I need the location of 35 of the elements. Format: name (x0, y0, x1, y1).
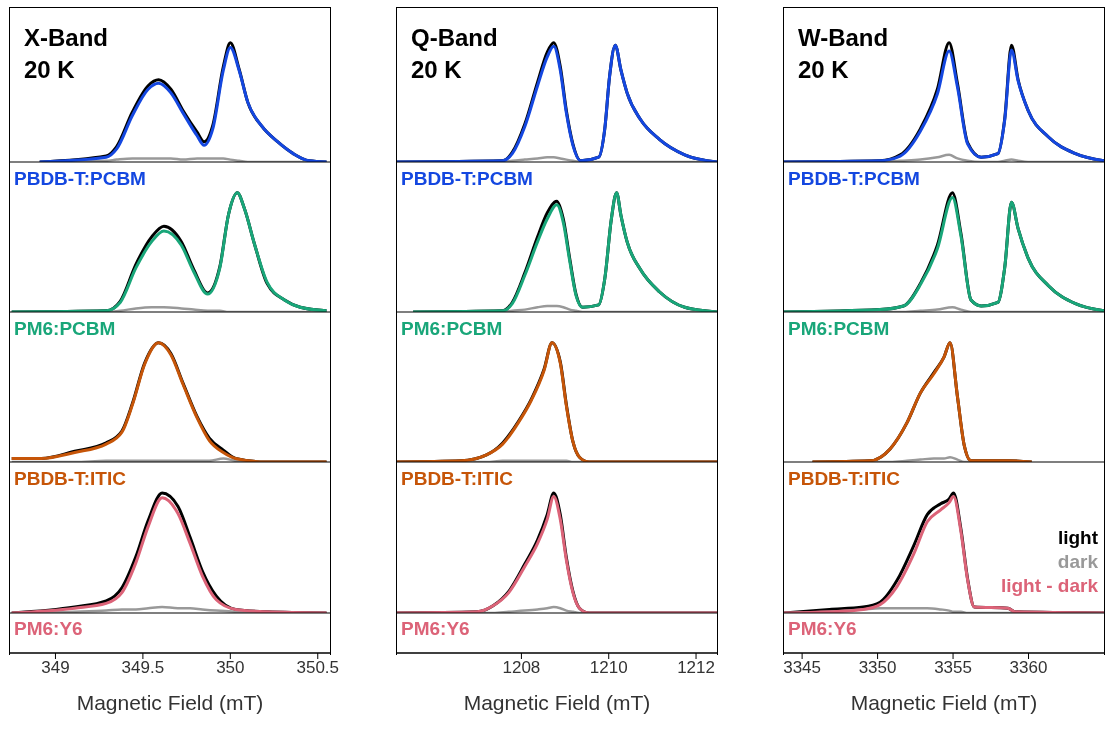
text: PBDB-T:PCBM (401, 168, 533, 190)
text: PM6:PCBM (401, 318, 503, 340)
text: PBDB-T:ITIC (401, 468, 513, 490)
series-label: light - dark (1000, 574, 1098, 598)
chart-title: X-Band (24, 23, 108, 53)
chart-title: Q-Band (411, 23, 498, 53)
x-tick-label: 350.5 (296, 658, 340, 678)
x-tick-label: 3355 (934, 658, 972, 678)
text: PM6:PCBM (14, 318, 116, 340)
text: PBDB-T:ITIC (788, 468, 900, 490)
text: 20 K (411, 55, 463, 85)
x-tick-label: 350 (216, 658, 245, 678)
x-tick-label: 3360 (1009, 658, 1048, 678)
x-axis-title: Magnetic Field (mT) (849, 691, 1039, 715)
x-tick-label: 349.5 (121, 658, 165, 678)
text: PBDB-T:PCBM (14, 168, 146, 190)
x-tick-label: 3345 (783, 658, 822, 678)
x-tick-label: 349 (41, 658, 70, 678)
text: 20 K (24, 55, 76, 85)
x-tick-label: 3350 (858, 658, 897, 678)
x-axis-title: Magnetic Field (mT) (462, 691, 652, 715)
text: dark (1056, 550, 1098, 574)
x-axis-title: Magnetic Field (mT) (75, 691, 265, 715)
text: PM6:Y6 (401, 618, 470, 640)
text: PM6:Y6 (14, 618, 83, 640)
x-tick-label: 1210 (589, 658, 628, 678)
text: PM6:Y6 (788, 618, 857, 640)
chart-title: W-Band (798, 23, 889, 53)
text: PBDB-T:PCBM (788, 168, 920, 190)
x-tick-label: 1208 (502, 658, 541, 678)
text: light (1056, 526, 1098, 550)
text: PM6:PCBM (788, 318, 890, 340)
x-tick-label: 1212 (677, 658, 715, 678)
text: 20 K (798, 55, 850, 85)
text: PBDB-T:ITIC (14, 468, 126, 490)
